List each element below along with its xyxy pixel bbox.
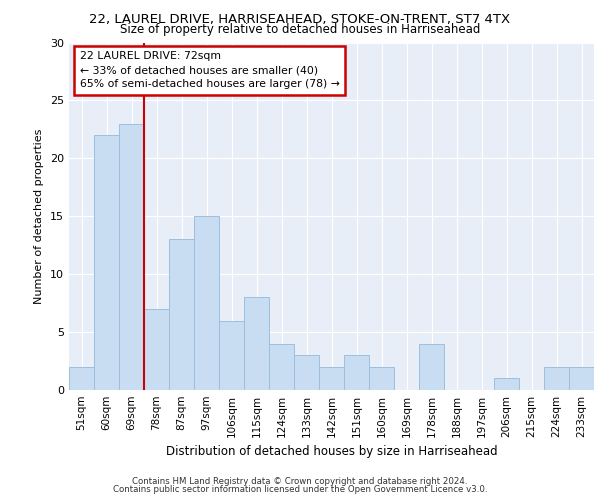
Bar (419, 344, 444, 390)
Bar (319, 367, 344, 390)
X-axis label: Distribution of detached houses by size in Harriseahead: Distribution of detached houses by size … (166, 446, 497, 458)
Bar (544, 367, 569, 390)
Bar (144, 309, 169, 390)
Text: Size of property relative to detached houses in Harriseahead: Size of property relative to detached ho… (120, 22, 480, 36)
Text: Contains public sector information licensed under the Open Government Licence v3: Contains public sector information licen… (113, 484, 487, 494)
Bar (244, 298, 269, 390)
Bar (344, 355, 369, 390)
Bar (69, 367, 94, 390)
Y-axis label: Number of detached properties: Number of detached properties (34, 128, 44, 304)
Bar (569, 367, 594, 390)
Bar (269, 344, 294, 390)
Bar (119, 124, 144, 390)
Text: Contains HM Land Registry data © Crown copyright and database right 2024.: Contains HM Land Registry data © Crown c… (132, 477, 468, 486)
Text: 22 LAUREL DRIVE: 72sqm
← 33% of detached houses are smaller (40)
65% of semi-det: 22 LAUREL DRIVE: 72sqm ← 33% of detached… (79, 51, 340, 89)
Bar (194, 216, 219, 390)
Bar (219, 320, 244, 390)
Bar (294, 355, 319, 390)
Text: 22, LAUREL DRIVE, HARRISEAHEAD, STOKE-ON-TRENT, ST7 4TX: 22, LAUREL DRIVE, HARRISEAHEAD, STOKE-ON… (89, 12, 511, 26)
Bar (369, 367, 394, 390)
Bar (494, 378, 519, 390)
Bar (94, 135, 119, 390)
Bar (169, 240, 194, 390)
